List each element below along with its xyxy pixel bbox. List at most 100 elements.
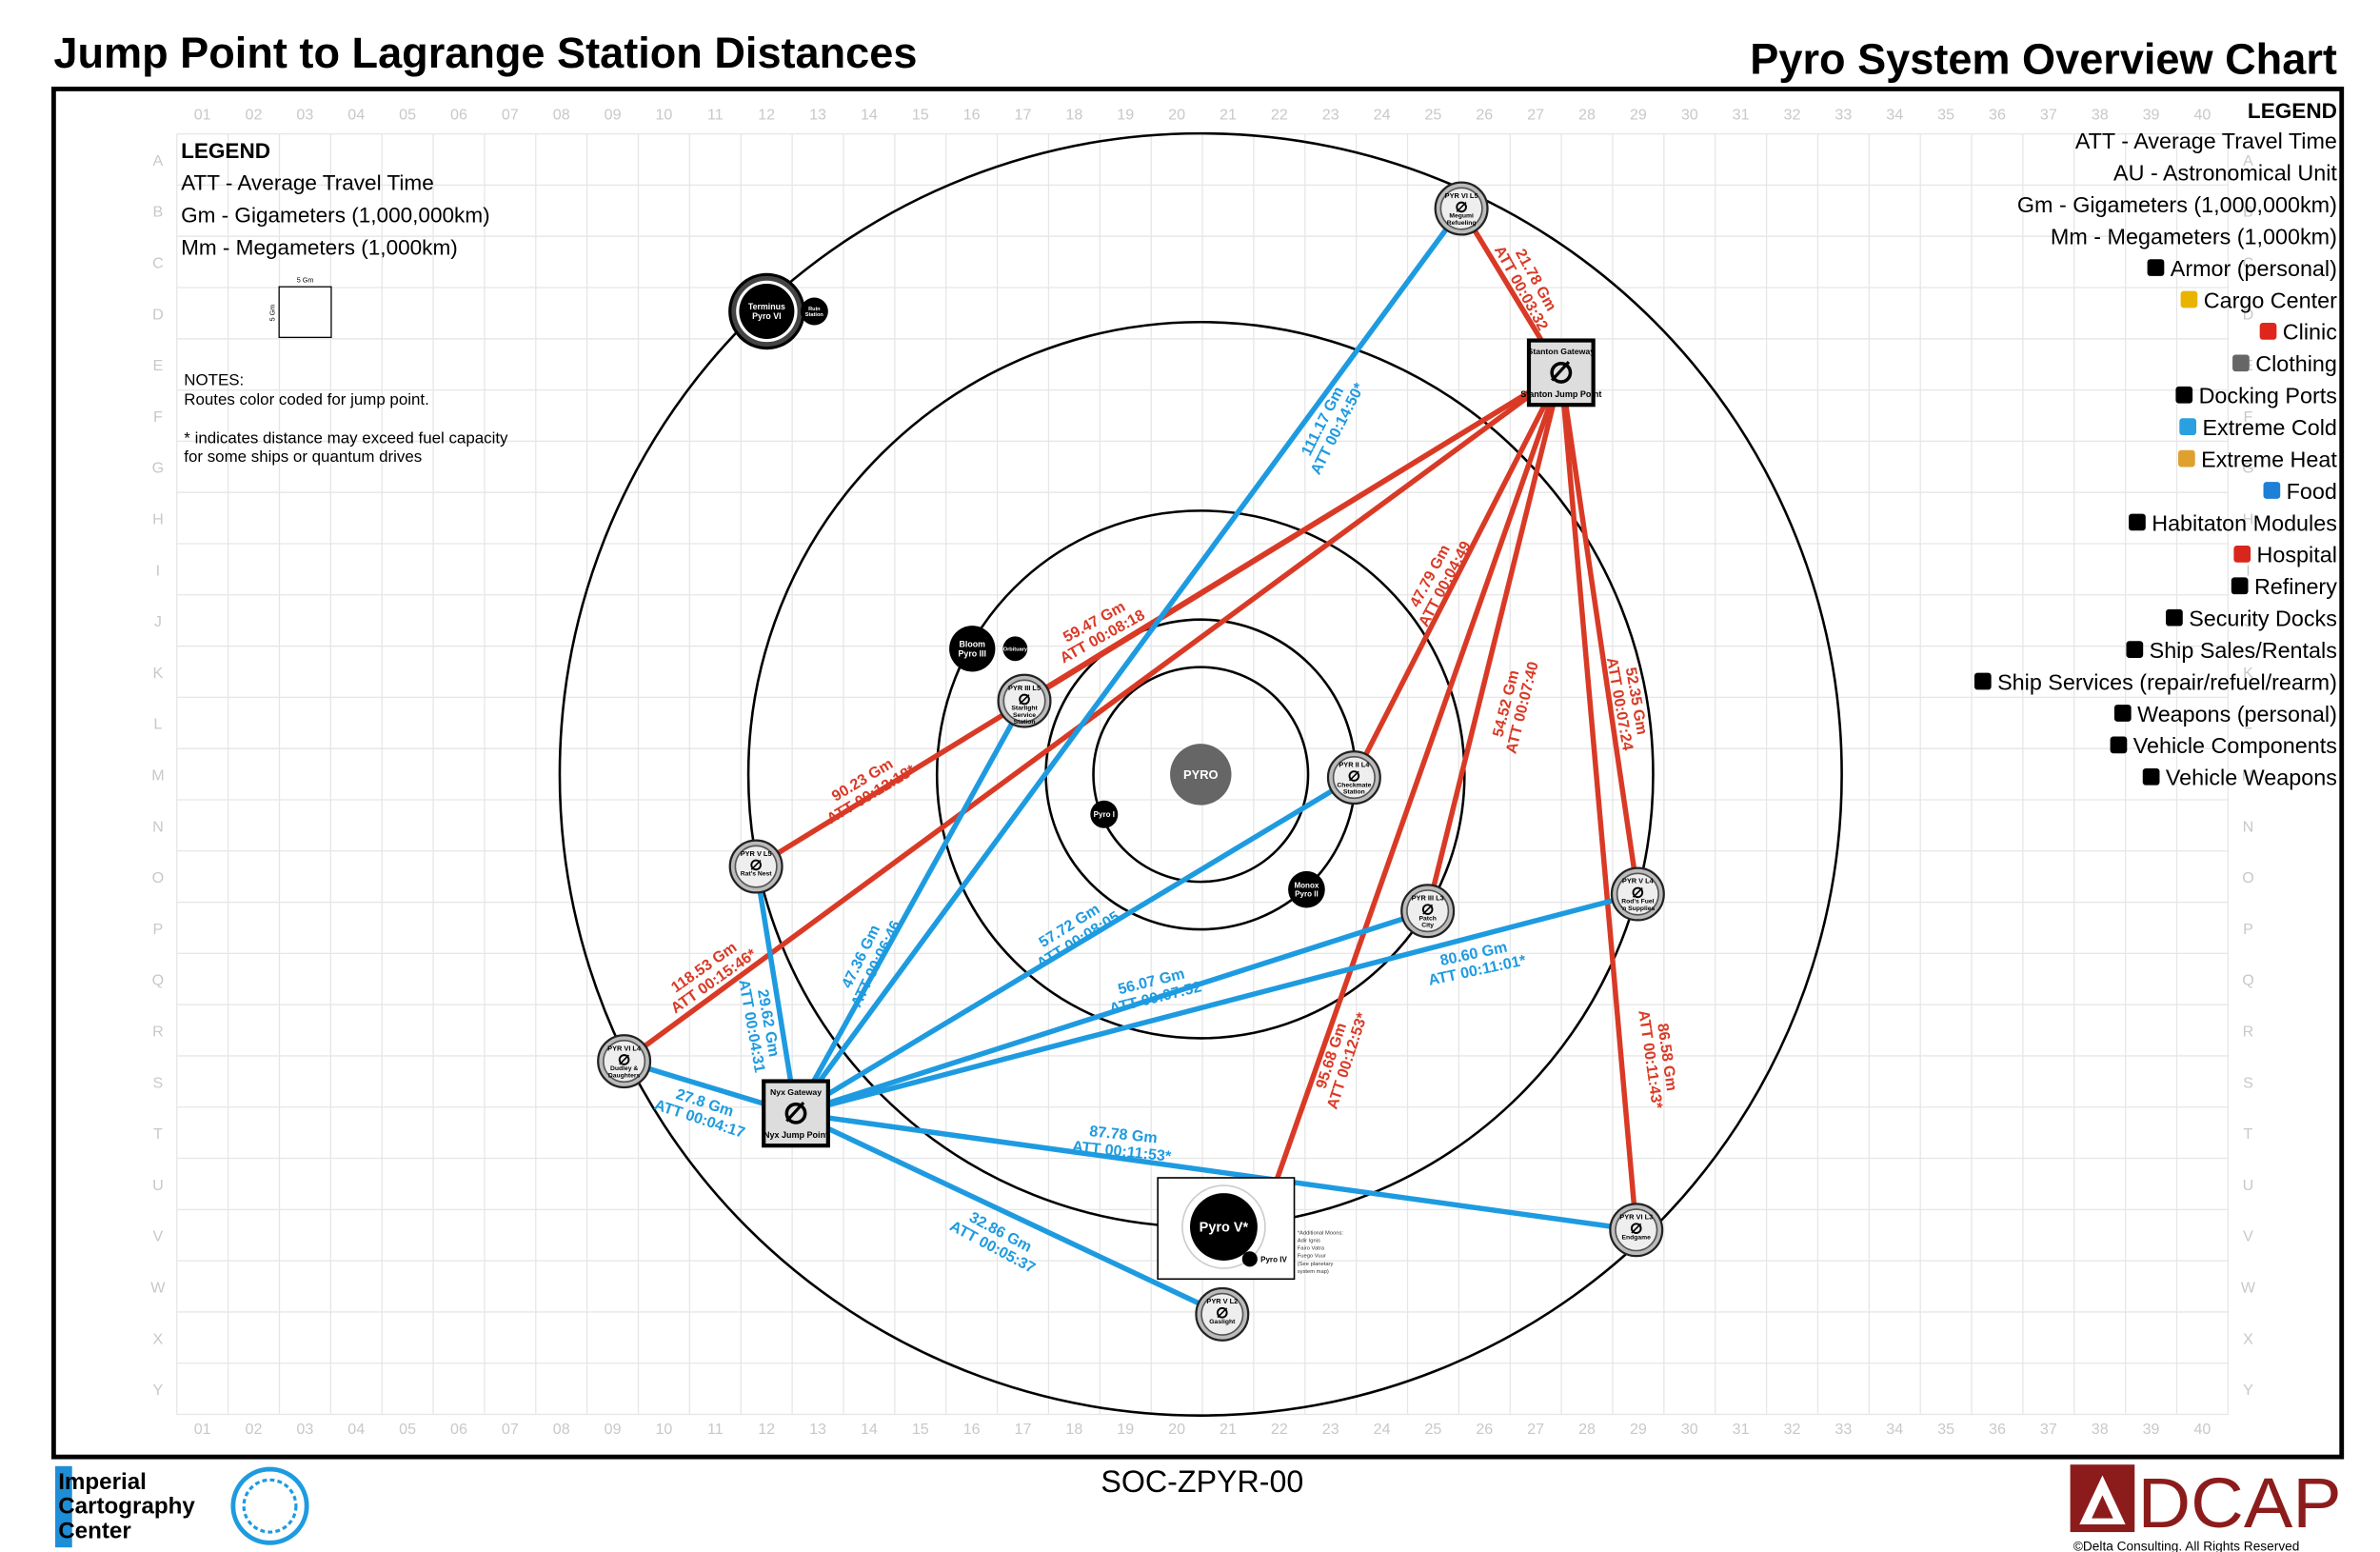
column-label: 13 — [809, 107, 826, 124]
station-name: Refueling — [1447, 220, 1477, 227]
column-label: 31 — [1733, 107, 1750, 124]
jump-point — [762, 1079, 830, 1148]
legend-icon — [2166, 608, 2183, 627]
planet — [1288, 870, 1325, 908]
legend-item: AU - Astronomical Unit — [2113, 161, 2337, 186]
column-label: 01 — [194, 107, 211, 124]
legend-item: Gm - Gigameters (1,000,000km) — [2017, 192, 2337, 217]
column-label: 38 — [2092, 1421, 2109, 1438]
row-label: B — [2243, 204, 2253, 221]
legend-item: Weapons (personal) — [2137, 702, 2337, 726]
column-label: 26 — [1476, 1421, 1493, 1438]
legend-item: ATT - Average Travel Time — [2075, 129, 2337, 153]
column-label: 19 — [1117, 1421, 1134, 1438]
row-label: T — [2244, 1125, 2253, 1143]
station-name: Starlight — [1011, 706, 1038, 712]
row-label: R — [152, 1023, 164, 1040]
planet-label: Pyro IV — [1260, 1256, 1287, 1264]
station-name: City — [1421, 922, 1434, 928]
row-label: Y — [2243, 1382, 2253, 1399]
orbit — [1092, 666, 1310, 884]
column-label: 21 — [1220, 107, 1237, 124]
route-line — [793, 207, 1464, 1115]
column-label: 34 — [1886, 107, 1903, 124]
legend-item: Mm - Megameters (1,000km) — [2051, 225, 2337, 249]
dcap-triangle-inner — [2092, 1495, 2113, 1519]
grid: 01 01 02 02 03 03 04 04 05 05 06 06 07 07 08 08 09 09 10 10… — [150, 107, 2256, 1438]
legend-item: Ship Sales/Rentals — [2150, 638, 2337, 663]
station-icon-slash — [1019, 694, 1030, 705]
jump-gateway: Stanton Gateway — [1528, 347, 1596, 356]
station-icon — [1456, 201, 1467, 213]
planet — [800, 297, 828, 326]
column-label: 35 — [1937, 107, 1954, 124]
station-name: Gaslight — [1209, 1319, 1236, 1325]
row-label: C — [2243, 255, 2254, 272]
route-line — [1558, 371, 1641, 895]
column-label: 11 — [707, 107, 724, 124]
planet-label: Bloom — [960, 640, 986, 649]
row-label: V — [2243, 1228, 2253, 1245]
row-label: S — [153, 1074, 164, 1091]
column-label: 33 — [1835, 107, 1852, 124]
planet-label: Pyro VI — [752, 311, 781, 321]
row-label: N — [152, 818, 164, 835]
station-inner — [1332, 756, 1376, 800]
row-label: J — [2244, 613, 2251, 630]
column-label: 31 — [1733, 1421, 1750, 1438]
map-frame — [50, 87, 2345, 1460]
column-label: 18 — [1065, 1421, 1082, 1438]
legend-icon — [2175, 386, 2193, 404]
station-name: Daughters — [608, 1072, 641, 1079]
row-label: H — [152, 511, 164, 528]
row-label: H — [2243, 511, 2254, 528]
planet — [1090, 800, 1119, 828]
station-name: Rod's Fuel — [1621, 899, 1654, 905]
planet-label: Pyro III — [959, 648, 987, 658]
pyro-v-note: system map) — [1298, 1269, 1329, 1275]
legend-icon — [2110, 736, 2128, 754]
column-label: 23 — [1322, 107, 1339, 124]
station-name: Dudley & — [610, 1065, 638, 1072]
station-icon — [1421, 904, 1434, 915]
route-line — [1022, 370, 1563, 704]
column-label: 11 — [707, 1421, 724, 1438]
route-line — [753, 866, 799, 1114]
row-label: X — [153, 1330, 164, 1347]
column-label: 33 — [1835, 1421, 1852, 1438]
column-label: 07 — [502, 107, 519, 124]
column-label: 06 — [450, 107, 467, 124]
column-label: 30 — [1681, 107, 1698, 124]
column-label: 35 — [1937, 1421, 1954, 1438]
row-label: A — [2243, 152, 2253, 169]
row-label: G — [152, 460, 165, 477]
planet — [949, 626, 996, 672]
scale-label: 5 Gm — [297, 275, 314, 284]
station-icon-slash — [1632, 887, 1643, 898]
station-icon-slash — [1422, 904, 1434, 915]
pyro-v-note: (See planetary — [1298, 1262, 1334, 1267]
row-label: N — [2243, 818, 2254, 835]
column-label: 40 — [2193, 107, 2211, 124]
left-title: Jump Point to Lagrange Station Distances — [53, 29, 917, 77]
legend-item: Cargo Center — [2204, 288, 2337, 312]
pyro-v-halo — [1181, 1184, 1266, 1269]
station-icon — [1348, 770, 1360, 782]
jump-label: Stanton Jump Point — [1520, 389, 1601, 399]
column-label: 15 — [912, 107, 929, 124]
column-label: 27 — [1527, 1421, 1544, 1438]
column-label: 28 — [1578, 1421, 1596, 1438]
planet-label: Monox — [1294, 882, 1319, 890]
row-label: W — [150, 1279, 166, 1296]
legend-item: Ship Services (repair/refuel/rearm) — [1997, 669, 2337, 694]
legend-item: Docking Ports — [2199, 384, 2337, 408]
column-label: 34 — [1886, 1421, 1903, 1438]
column-label: 28 — [1578, 107, 1596, 124]
station-icon-slash — [1217, 1307, 1228, 1319]
station-icon-slash — [619, 1054, 630, 1065]
legend-icon — [2231, 577, 2249, 595]
column-label: 36 — [1989, 107, 2006, 124]
planet — [1190, 1193, 1258, 1261]
station-name: Endgame — [1622, 1234, 1652, 1241]
legend-icon — [2147, 259, 2165, 276]
